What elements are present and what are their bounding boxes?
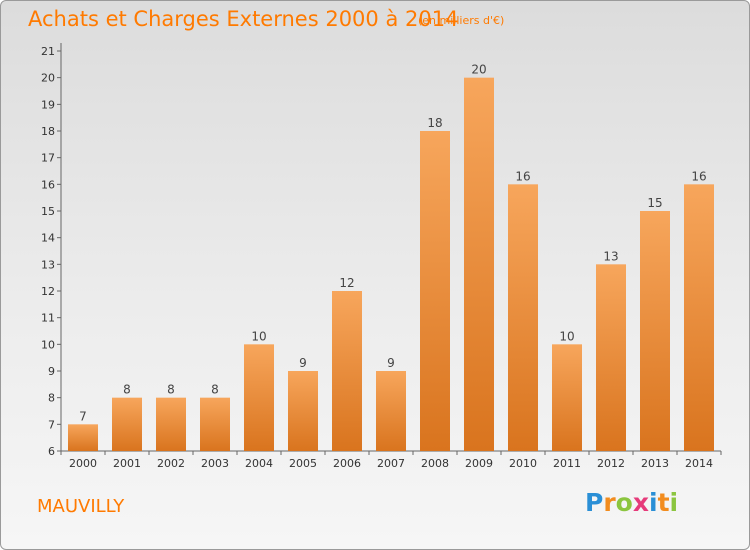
value-label: 16 bbox=[515, 169, 530, 183]
logo-letter: t bbox=[657, 488, 670, 517]
chart-title: Achats et Charges Externes 2000 à 2014 bbox=[28, 7, 459, 31]
x-tick-label: 2010 bbox=[509, 457, 537, 470]
y-tick-label: 15 bbox=[41, 205, 55, 218]
x-tick-label: 2011 bbox=[553, 457, 581, 470]
y-tick-label: 14 bbox=[41, 232, 55, 245]
labels: 2000 7 2001 8 2002 8 2003 8 2004 10 2005 9 2006 12 200… bbox=[69, 63, 713, 470]
bar-2012 bbox=[596, 264, 626, 451]
value-label: 10 bbox=[251, 329, 266, 343]
bar-2005 bbox=[288, 371, 318, 451]
x-tick-label: 2012 bbox=[597, 457, 625, 470]
y-tick-label: 17 bbox=[41, 152, 55, 165]
value-label: 9 bbox=[387, 356, 395, 370]
value-label: 18 bbox=[427, 116, 442, 130]
bar-2004 bbox=[244, 344, 274, 451]
x-tick-label: 2000 bbox=[69, 457, 97, 470]
x-tick-label: 2009 bbox=[465, 457, 493, 470]
value-label: 12 bbox=[339, 276, 354, 290]
bar-2007 bbox=[376, 371, 406, 451]
logo-letter: i bbox=[649, 488, 658, 517]
bar-2002 bbox=[156, 397, 186, 451]
x-tick-label: 2004 bbox=[245, 457, 273, 470]
y-tick-label: 7 bbox=[48, 418, 55, 431]
x-tick-label: 2001 bbox=[113, 457, 141, 470]
logo-letter: r bbox=[603, 488, 616, 517]
bars bbox=[68, 77, 714, 452]
y-tick-label: 8 bbox=[48, 392, 55, 405]
bar-2001 bbox=[112, 397, 142, 451]
value-label: 7 bbox=[79, 409, 87, 423]
x-tick-label: 2014 bbox=[685, 457, 713, 470]
logo-letter: i bbox=[669, 488, 679, 517]
bar-2010 bbox=[508, 184, 538, 452]
x-tick-label: 2003 bbox=[201, 457, 229, 470]
value-label: 10 bbox=[559, 329, 574, 343]
bar-2008 bbox=[420, 131, 450, 451]
value-label: 16 bbox=[691, 169, 706, 183]
y-tick-label: 19 bbox=[41, 98, 55, 111]
y-tick-label: 12 bbox=[41, 285, 55, 298]
y-tick-label: 10 bbox=[41, 338, 55, 351]
x-tick-label: 2006 bbox=[333, 457, 361, 470]
x-tick-label: 2008 bbox=[421, 457, 449, 470]
bar-2009 bbox=[464, 77, 494, 452]
chart-unit: (en milliers d'€) bbox=[418, 14, 505, 27]
y-tick-label: 16 bbox=[41, 178, 55, 191]
value-label: 8 bbox=[167, 383, 175, 397]
y-tick-label: 18 bbox=[41, 125, 55, 138]
y-tick-label: 20 bbox=[41, 72, 55, 85]
y-tick-label: 11 bbox=[41, 312, 55, 325]
x-tick-label: 2007 bbox=[377, 457, 405, 470]
x-tick-label: 2013 bbox=[641, 457, 669, 470]
bar-2006 bbox=[332, 291, 362, 451]
bar-2014 bbox=[684, 184, 714, 452]
x-tick-label: 2002 bbox=[157, 457, 185, 470]
y-tick-label: 9 bbox=[48, 365, 55, 378]
value-label: 9 bbox=[299, 356, 307, 370]
bar-2011 bbox=[552, 344, 582, 451]
x-tick-label: 2005 bbox=[289, 457, 317, 470]
axes: 6 7 8 9 10 11 12 13 14 15 16 17 18 19 20 21 bbox=[41, 43, 722, 458]
value-label: 8 bbox=[211, 383, 219, 397]
value-label: 20 bbox=[471, 63, 486, 77]
value-label: 13 bbox=[603, 249, 618, 263]
proxiti-logo: Proxiti bbox=[585, 488, 678, 517]
y-tick-label: 13 bbox=[41, 258, 55, 271]
commune-name: MAUVILLY bbox=[37, 496, 125, 517]
bar-2000 bbox=[68, 424, 98, 451]
logo-letter: o bbox=[615, 488, 633, 517]
bar-2013 bbox=[640, 211, 670, 451]
value-label: 15 bbox=[647, 196, 662, 210]
y-tick-label: 6 bbox=[48, 445, 55, 458]
logo-letter: P bbox=[585, 488, 604, 517]
value-label: 8 bbox=[123, 383, 131, 397]
bar-2003 bbox=[200, 397, 230, 451]
y-tick-label: 21 bbox=[41, 45, 55, 58]
logo-letter: x bbox=[632, 488, 649, 517]
